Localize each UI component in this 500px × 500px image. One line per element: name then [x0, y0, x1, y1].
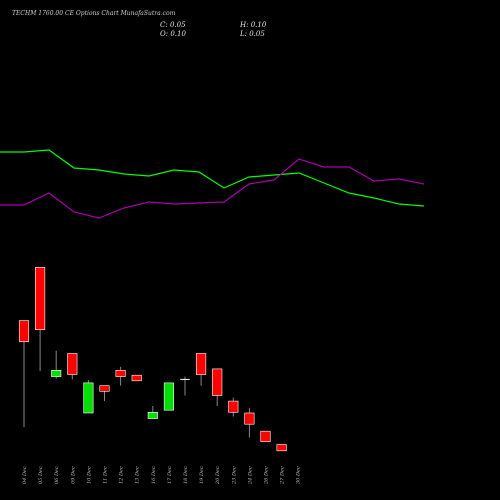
x-tick-label: 09 Dec: [70, 466, 76, 484]
candle: [83, 380, 94, 414]
candle: [260, 430, 271, 443]
close-value: C: 0.05: [160, 21, 186, 29]
candle-body: [18, 320, 30, 342]
x-axis-ticks: 04 Dec 05 Dec 06 Dec 09 Dec 10 Dec 11 Dec 12 D…: [22, 466, 302, 485]
x-tick-label: 10 Dec: [86, 466, 92, 484]
candle-body: [51, 369, 62, 377]
x-tick-label: 26 Dec: [264, 466, 270, 485]
candle-body: [163, 382, 174, 411]
candle: [147, 406, 158, 419]
candle: [212, 368, 223, 406]
candle: [99, 385, 110, 402]
x-tick-label: 23 Dec: [231, 466, 237, 485]
candle: [276, 444, 287, 452]
x-tick-label: 17 Dec: [167, 466, 173, 484]
candle-body: [212, 368, 223, 396]
x-tick-label: 11 Dec: [103, 466, 109, 484]
candle: [131, 374, 142, 382]
x-tick-label: 06 Dec: [54, 466, 60, 484]
candle: [18, 320, 30, 427]
candle-body: [276, 444, 287, 452]
candle: [51, 350, 62, 379]
indicator-line-2: [0, 158, 425, 219]
x-tick-label: 19 Dec: [199, 466, 205, 484]
x-tick-label: 30 Dec: [296, 466, 302, 484]
indicator-line-1: [0, 149, 425, 207]
indicator-lines: [0, 149, 425, 219]
x-tick-label: 13 Dec: [135, 466, 141, 484]
candlesticks: [18, 267, 287, 452]
candle-body: [83, 382, 94, 414]
candle: [228, 397, 239, 417]
x-tick-label: 24 Dec: [247, 466, 253, 485]
x-tick-label: 05 Dec: [38, 466, 44, 484]
x-tick-label: 12 Dec: [119, 466, 125, 484]
candle-body: [244, 412, 255, 425]
x-tick-label: 16 Dec: [151, 466, 157, 484]
candle-body: [131, 374, 142, 382]
candle-body: [196, 353, 207, 375]
candle-body: [147, 411, 158, 419]
chart-title: TECHM 1760.00 CE Options Chart MunafaSut…: [12, 10, 176, 17]
candle-body: [115, 369, 126, 377]
candle-body: [99, 385, 110, 392]
low-value: L: 0.05: [240, 30, 265, 38]
candle-body: [228, 400, 239, 413]
high-value: H: 0.10: [240, 21, 267, 29]
candle: [115, 366, 126, 386]
open-value: O: 0.10: [160, 30, 186, 38]
candle: [196, 353, 207, 386]
x-tick-label: 04 Dec: [22, 466, 28, 484]
x-tick-label: 27 Dec: [280, 466, 286, 485]
candle: [35, 267, 46, 371]
candle-body: [67, 353, 78, 375]
x-tick-label: 18 Dec: [183, 466, 189, 484]
candle-body: [260, 430, 271, 443]
candle-body: [35, 267, 46, 330]
candle: [163, 382, 174, 411]
x-tick-label: 20 Dec: [215, 466, 221, 485]
candle: [180, 376, 190, 396]
candle: [244, 408, 255, 438]
candle: [67, 353, 78, 380]
